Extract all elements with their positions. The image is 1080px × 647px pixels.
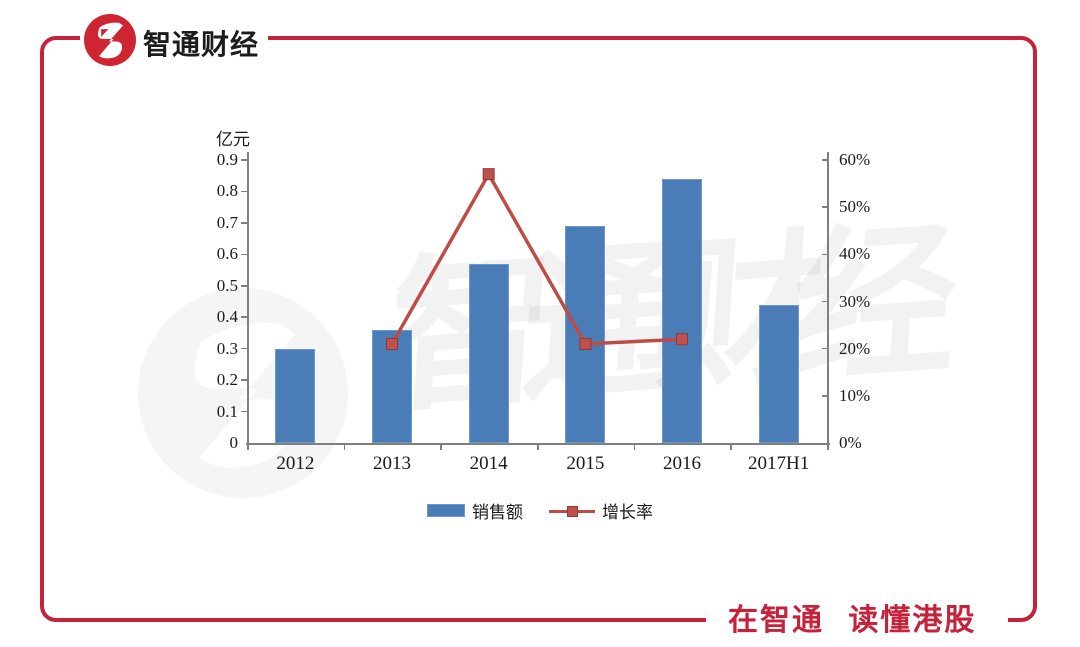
line-marker-2016 — [676, 333, 688, 346]
line-path — [390, 170, 683, 346]
left-axis-tick-label: 0.9 — [216, 150, 238, 169]
legend-item-销售额: 销售额 — [427, 498, 523, 523]
left-axis-tick-label: 0.5 — [216, 275, 238, 295]
right-axis-tick — [822, 347, 828, 350]
frame-gap-bottom — [706, 604, 1008, 634]
left-axis-tick-label: 0.7 — [216, 212, 238, 232]
zhitong-logo-icon — [84, 14, 136, 66]
left-axis-tick-label: 0.3 — [216, 338, 238, 358]
legend-line-swatch — [549, 504, 595, 518]
legend-label: 销售额 — [472, 503, 523, 522]
bar-2016 — [662, 178, 702, 443]
legend-item-增长率: 增长率 — [549, 498, 653, 523]
right-axis-tick — [822, 395, 828, 397]
left-axis-tick — [241, 190, 247, 193]
x-axis-label-2014: 2014 — [469, 453, 508, 474]
x-axis-label-2017H1: 2017H1 — [748, 453, 810, 474]
left-axis-tick-label: 0.8 — [216, 181, 238, 201]
brand-border — [40, 36, 1037, 622]
watermark-logo-icon — [138, 288, 348, 498]
growth-rate-line — [386, 168, 688, 350]
right-axis-tick-label: 40% — [839, 244, 871, 264]
right-axis-tick — [822, 300, 828, 303]
left-axis-tick — [241, 285, 247, 287]
x-axis-label-2015: 2015 — [566, 453, 605, 474]
left-axis-title: 亿元 — [216, 130, 250, 149]
bar-2014 — [468, 263, 509, 443]
right-axis-tick-label: 20% — [839, 338, 871, 358]
bar-2017H1 — [758, 304, 799, 443]
line-marker-2014 — [482, 168, 495, 181]
right-axis-tick-label: 30% — [839, 291, 871, 311]
x-axis-tick — [730, 445, 732, 450]
right-axis-tick — [822, 159, 828, 161]
left-axis-tick — [241, 222, 247, 224]
right-axis-tick — [822, 206, 828, 208]
left-axis-tick-label: 0.1 — [216, 401, 238, 421]
brand-slogan: 在智通 读懂港股 — [728, 604, 977, 637]
left-axis-tick — [241, 379, 247, 381]
x-axis-label-2013: 2013 — [372, 453, 411, 474]
x-axis-tick — [343, 445, 346, 450]
right-axis-tick-label: 60% — [839, 150, 871, 169]
right-axis-tick-label: 10% — [839, 385, 871, 405]
legend-bar-swatch — [427, 504, 465, 517]
x-axis-tick — [247, 445, 249, 450]
line-marker-2015 — [579, 337, 592, 350]
bar-2012 — [275, 348, 316, 443]
left-axis-tick-label: 0.6 — [216, 244, 238, 264]
left-axis-line — [247, 152, 249, 443]
x-axis-label-2012: 2012 — [276, 453, 315, 474]
left-axis-tick-label: 0.2 — [216, 370, 238, 390]
right-axis-tick-label: 0% — [839, 433, 862, 452]
x-axis-tick — [537, 445, 539, 450]
right-axis-line — [827, 152, 829, 443]
left-axis-tick-label: 0.4 — [216, 307, 238, 327]
left-axis-tick-label: 0 — [229, 433, 239, 452]
chart-legend: 销售额 增长率 — [0, 498, 1080, 523]
left-axis-tick — [241, 253, 247, 256]
brand-name: 智通财经 — [143, 29, 260, 60]
x-axis-tick — [440, 445, 442, 450]
line-marker-2013 — [386, 337, 398, 350]
left-axis-tick — [241, 410, 247, 413]
right-axis-tick-label: 50% — [839, 197, 871, 217]
left-axis-tick — [241, 347, 247, 350]
bar-2015 — [565, 226, 606, 443]
left-axis-tick — [241, 316, 247, 318]
x-axis-line — [246, 443, 830, 445]
legend-label: 增长率 — [602, 503, 653, 522]
right-axis-tick — [822, 253, 828, 256]
x-axis-tick — [827, 445, 829, 450]
left-axis-tick — [241, 159, 247, 161]
x-axis-label-2016: 2016 — [662, 453, 701, 474]
x-axis-tick — [633, 445, 636, 450]
